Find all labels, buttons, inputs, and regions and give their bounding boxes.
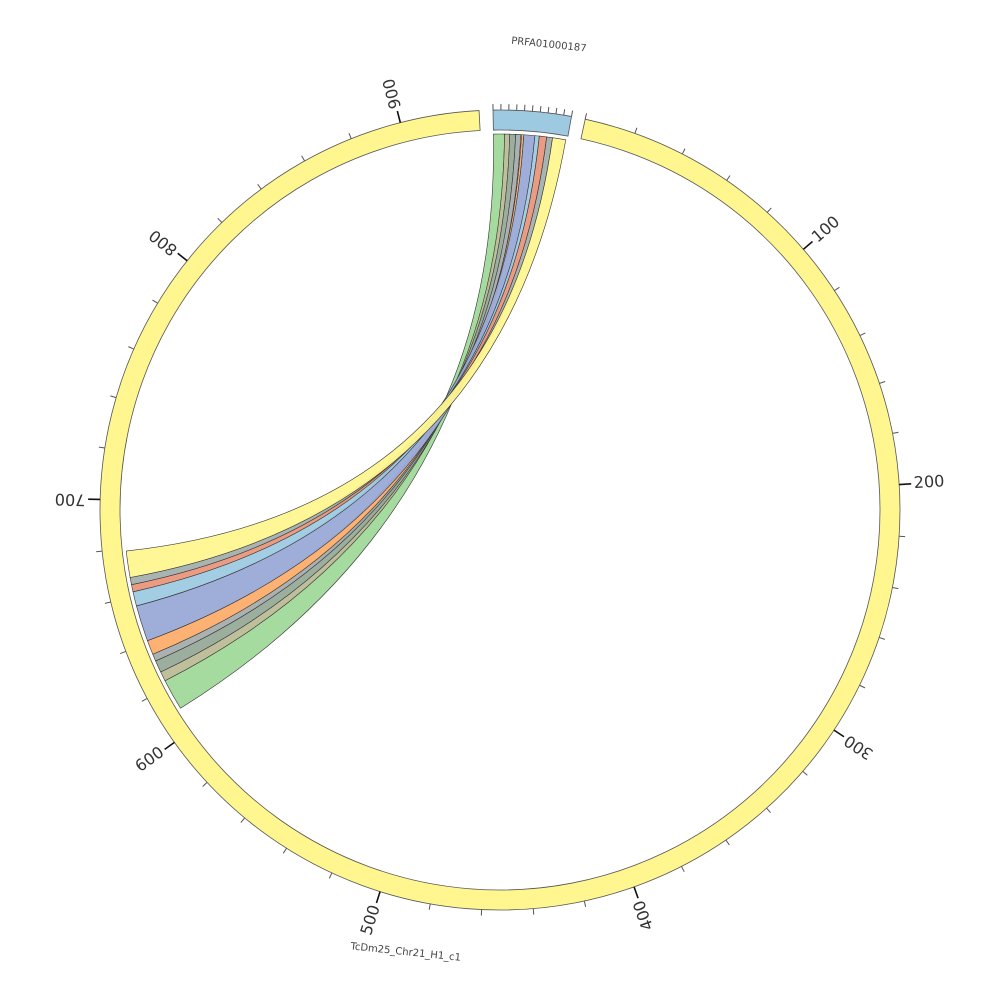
minor-tick <box>878 636 886 640</box>
minor-tick <box>681 866 685 873</box>
minor-tick <box>257 183 262 190</box>
tick-label: 300 <box>840 731 876 764</box>
ideogram-prfa <box>492 109 572 137</box>
major-tick <box>375 891 381 904</box>
minor-tick <box>128 346 135 350</box>
minor-tick <box>766 207 772 213</box>
minor-tick <box>104 601 111 604</box>
minor-tick <box>802 770 808 776</box>
major-tick <box>802 240 814 250</box>
minor-tick <box>428 903 431 910</box>
ideogram-track <box>99 109 901 911</box>
minor-tick <box>141 698 148 702</box>
minor-tick <box>282 847 287 854</box>
minor-tick <box>202 782 208 787</box>
tick-label: 200 <box>913 471 945 492</box>
minor-tick <box>240 817 246 823</box>
minor-tick <box>859 684 866 689</box>
tick-label: 600 <box>131 742 167 775</box>
minor-tick <box>725 839 730 846</box>
minor-tick <box>348 132 352 139</box>
minor-tick <box>547 106 550 113</box>
minor-tick <box>98 446 105 449</box>
major-tick <box>396 110 402 123</box>
minor-tick <box>834 286 840 292</box>
tick-label: 700 <box>55 490 86 510</box>
tick-track <box>88 103 912 916</box>
minor-tick <box>96 550 103 553</box>
minor-tick <box>892 587 899 590</box>
link-track <box>125 133 567 709</box>
major-tick <box>177 252 188 262</box>
minor-tick <box>328 872 333 879</box>
segment-label-chr21: TcDm25_Chr21_H1_c1 <box>349 941 462 964</box>
minor-tick <box>584 113 587 120</box>
segment-label-prfa: PRFA01000187 <box>511 36 587 55</box>
tick-label: 100 <box>808 212 844 246</box>
minor-tick <box>879 381 886 384</box>
ideogram-chr21 <box>99 110 901 911</box>
minor-tick <box>726 175 731 181</box>
minor-tick <box>892 431 899 434</box>
minor-tick <box>681 148 686 155</box>
minor-tick <box>110 395 117 399</box>
minor-tick <box>766 807 771 814</box>
minor-tick <box>571 110 574 117</box>
tick-label: 800 <box>145 226 181 260</box>
minor-tick <box>563 109 566 116</box>
minor-tick <box>217 217 223 223</box>
minor-tick <box>634 127 638 134</box>
minor-tick <box>859 332 866 336</box>
major-tick <box>633 886 639 899</box>
tick-label: 900 <box>379 77 405 111</box>
minor-tick <box>555 107 558 115</box>
minor-tick <box>120 650 127 655</box>
minor-tick <box>583 900 587 907</box>
minor-tick <box>152 299 158 304</box>
minor-tick <box>301 155 306 162</box>
major-tick <box>833 729 845 738</box>
tick-label: 500 <box>356 902 383 937</box>
major-tick <box>899 483 912 486</box>
major-tick <box>164 741 175 751</box>
link-ribbon <box>125 137 567 578</box>
minor-tick <box>539 106 542 113</box>
tick-label: 400 <box>629 898 657 933</box>
